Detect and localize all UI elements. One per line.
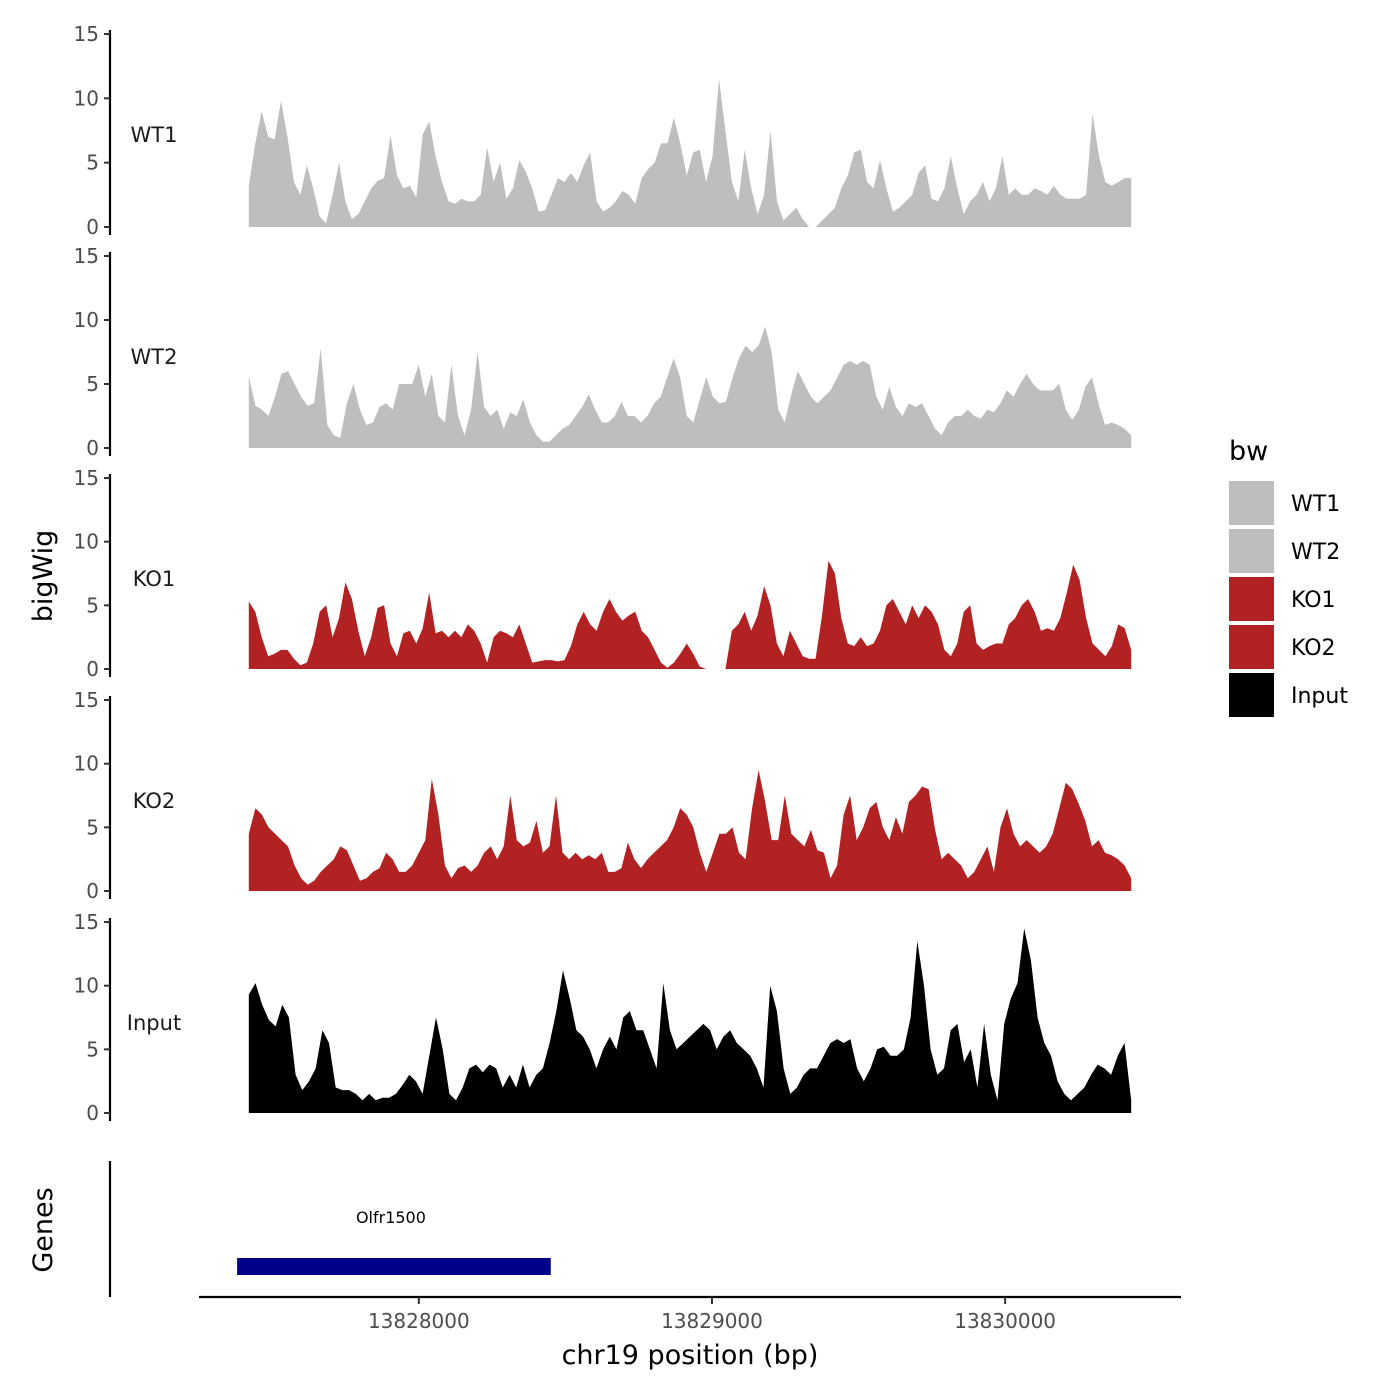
- track-label-ko1: KO1: [133, 567, 176, 591]
- track-area-wt1: [248, 79, 1132, 227]
- track-label-wt1: WT1: [131, 123, 178, 147]
- legend-swatch: [1229, 673, 1274, 717]
- legend-item-wt1: WT1: [1229, 481, 1340, 525]
- y-tick-label: 5: [86, 593, 99, 617]
- x-axis: 13828000 13829000 13830000: [199, 1295, 1181, 1333]
- y-tick-label: 0: [86, 436, 99, 460]
- legend-label: Input: [1291, 684, 1348, 709]
- y-tick-label: 10: [74, 530, 99, 554]
- track-label-ko2: KO2: [133, 789, 176, 813]
- legend: WT1 WT2 KO1 KO2 Input: [1229, 481, 1348, 717]
- legend-label: WT1: [1291, 492, 1340, 517]
- track-ko1: 0 5 10 15 KO1: [74, 466, 1132, 681]
- y-tick-label: 15: [74, 466, 99, 490]
- legend-item-wt2: WT2: [1229, 529, 1340, 573]
- genes-axis-title: Genes: [28, 1187, 59, 1272]
- y-tick-label: 0: [86, 215, 99, 239]
- y-tick-label: 0: [86, 879, 99, 903]
- legend-swatch: [1229, 481, 1274, 525]
- y-tick-label: 15: [74, 910, 99, 934]
- legend-title: bw: [1229, 436, 1268, 467]
- legend-item-ko1: KO1: [1229, 577, 1336, 621]
- track-wt1: 0 5 10 15 WT1: [74, 22, 1132, 239]
- y-axis-title: bigWig: [28, 530, 59, 623]
- legend-swatch: [1229, 529, 1274, 573]
- track-wt2: 0 5 10 15 WT2: [74, 244, 1132, 460]
- legend-label: WT2: [1291, 540, 1340, 565]
- genes-panel: Olfr1500: [108, 1161, 551, 1297]
- track-label-input: Input: [127, 1011, 181, 1035]
- y-tick-label: 5: [86, 372, 99, 396]
- tracks-layer: 0 5 10 15 WT1 0 5 10 15 WT2 0 5 10 15 KO1 0 5 10 15 KO2 0 5 10…: [74, 22, 1132, 1125]
- x-axis-title: chr19 position (bp): [562, 1340, 819, 1371]
- y-tick-label: 10: [74, 308, 99, 332]
- track-area-ko2: [248, 770, 1132, 891]
- y-tick-label: 15: [74, 22, 99, 46]
- legend-swatch: [1229, 625, 1274, 669]
- legend-item-ko2: KO2: [1229, 625, 1336, 669]
- track-area-ko1: [248, 560, 1132, 669]
- track-label-wt2: WT2: [131, 345, 178, 369]
- y-tick-label: 15: [74, 244, 99, 268]
- legend-label: KO2: [1291, 636, 1336, 661]
- track-input: 0 5 10 15 Input: [74, 910, 1132, 1125]
- track-area-wt2: [248, 326, 1132, 448]
- y-tick-label: 15: [74, 688, 99, 712]
- y-tick-label: 10: [74, 752, 99, 776]
- x-tick-label: 13830000: [954, 1309, 1056, 1333]
- y-tick-label: 0: [86, 657, 99, 681]
- y-tick-label: 10: [74, 86, 99, 110]
- y-tick-label: 5: [86, 151, 99, 175]
- track-area-input: [248, 928, 1132, 1113]
- legend-swatch: [1229, 577, 1274, 621]
- gene-label: Olfr1500: [356, 1208, 426, 1227]
- gene-body: [237, 1258, 551, 1275]
- legend-item-input: Input: [1229, 673, 1348, 717]
- y-tick-label: 0: [86, 1101, 99, 1125]
- y-tick-label: 10: [74, 974, 99, 998]
- y-tick-label: 5: [86, 1037, 99, 1061]
- y-tick-label: 5: [86, 815, 99, 839]
- x-tick-label: 13829000: [661, 1309, 763, 1333]
- legend-label: KO1: [1291, 588, 1336, 613]
- track-ko2: 0 5 10 15 KO2: [74, 688, 1132, 903]
- x-tick-label: 13828000: [368, 1309, 470, 1333]
